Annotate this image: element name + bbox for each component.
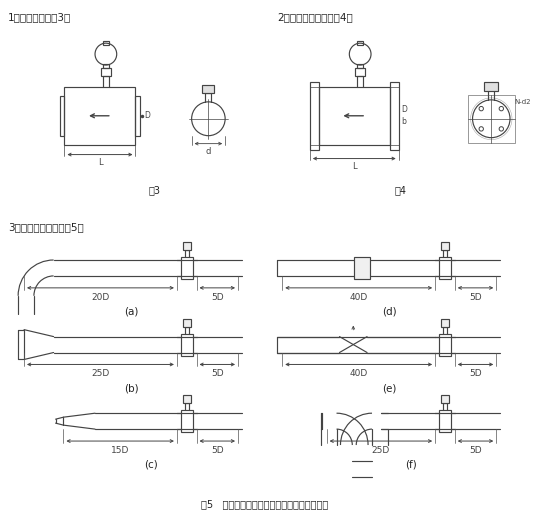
Text: (b): (b) xyxy=(124,383,139,393)
Bar xyxy=(484,82,498,91)
Text: (c): (c) xyxy=(144,460,158,470)
Bar xyxy=(439,257,451,279)
Text: 圖4: 圖4 xyxy=(395,185,407,195)
Bar xyxy=(355,68,365,76)
Bar xyxy=(357,41,363,45)
Bar xyxy=(103,64,109,68)
Text: 5D: 5D xyxy=(211,293,224,302)
Text: 圖3: 圖3 xyxy=(148,185,160,195)
Text: L: L xyxy=(352,162,357,171)
Text: N-d2: N-d2 xyxy=(514,99,530,105)
Bar xyxy=(357,64,363,68)
Text: 5D: 5D xyxy=(469,370,482,379)
Text: 15D: 15D xyxy=(111,446,129,455)
Text: 5D: 5D xyxy=(469,446,482,455)
Text: 5D: 5D xyxy=(211,446,224,455)
Bar xyxy=(183,319,190,327)
Bar xyxy=(181,410,193,432)
Bar xyxy=(441,319,449,327)
Bar xyxy=(354,257,370,279)
Text: 25D: 25D xyxy=(91,370,110,379)
Bar xyxy=(181,257,193,279)
Bar xyxy=(181,333,193,355)
Bar xyxy=(439,410,451,432)
Text: 40D: 40D xyxy=(349,370,368,379)
Text: b: b xyxy=(402,117,407,126)
Bar xyxy=(183,395,190,403)
Text: 20D: 20D xyxy=(91,293,110,302)
Bar xyxy=(310,82,319,150)
Bar xyxy=(135,96,140,135)
Text: D: D xyxy=(402,106,408,114)
Text: D: D xyxy=(144,111,150,120)
Bar xyxy=(183,242,190,250)
Bar xyxy=(439,333,451,355)
Bar xyxy=(202,85,215,93)
Bar xyxy=(65,87,135,144)
Text: (f): (f) xyxy=(406,460,417,470)
Text: 5D: 5D xyxy=(469,293,482,302)
Bar xyxy=(59,96,65,135)
Bar xyxy=(441,242,449,250)
Text: L: L xyxy=(98,158,102,166)
Text: 5D: 5D xyxy=(211,370,224,379)
Bar xyxy=(103,41,109,45)
Text: 25D: 25D xyxy=(372,446,390,455)
Text: (d): (d) xyxy=(382,307,396,317)
Text: (a): (a) xyxy=(124,307,138,317)
Text: (e): (e) xyxy=(382,383,396,393)
Bar xyxy=(468,95,515,143)
Bar xyxy=(390,82,399,150)
Text: 1、卡裝式（見圖3）: 1、卡裝式（見圖3） xyxy=(8,12,72,23)
Text: 3、直管度要求（見圖5）: 3、直管度要求（見圖5） xyxy=(8,222,84,232)
Text: 40D: 40D xyxy=(349,293,368,302)
Bar xyxy=(319,87,390,144)
Text: 2、法蘭連接式（見圖4）: 2、法蘭連接式（見圖4） xyxy=(277,12,353,23)
Bar xyxy=(441,395,449,403)
Text: 图5   涡街流量计对上、下游直管段长度的要求: 图5 涡街流量计对上、下游直管段长度的要求 xyxy=(201,499,328,509)
Text: d: d xyxy=(205,146,211,155)
Bar xyxy=(101,68,111,76)
